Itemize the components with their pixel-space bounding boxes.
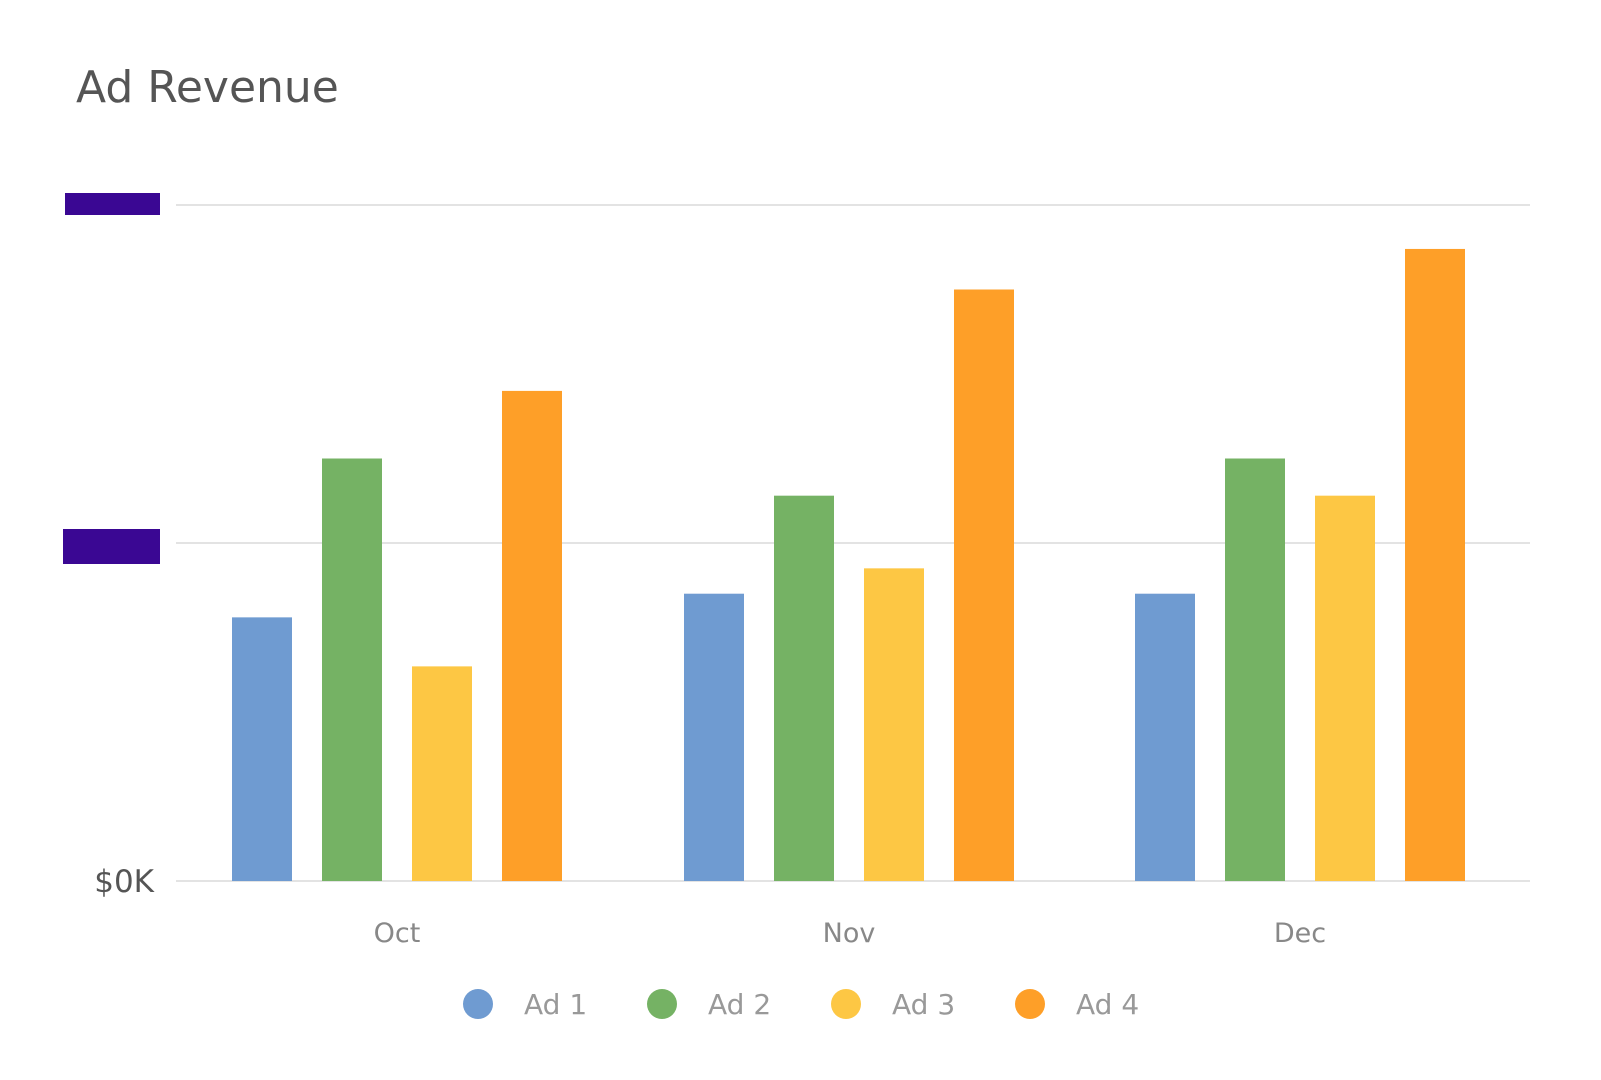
bar-ad-1-dec: [1135, 593, 1195, 881]
bar-ad-1-oct: [232, 617, 292, 881]
bar-ad-3-nov: [864, 568, 924, 881]
legend-label: Ad 4: [1076, 988, 1139, 1021]
legend-swatch: [647, 989, 677, 1019]
legend-swatch: [463, 989, 493, 1019]
bar-ad-3-dec: [1315, 495, 1375, 881]
bar-ad-4-dec: [1405, 248, 1465, 881]
bar-ad-4-oct: [502, 390, 562, 881]
y-axis-ticks: $0K: [94, 864, 154, 900]
legend-label: Ad 3: [892, 988, 955, 1021]
x-tick-label: Oct: [374, 918, 421, 949]
bar-ad-1-nov: [684, 593, 744, 881]
bar-ad-2-oct: [322, 458, 382, 881]
redaction-bar-middle: [63, 529, 160, 564]
y-tick-label: $0K: [94, 864, 154, 900]
legend-swatch: [1015, 989, 1045, 1019]
x-tick-label: Dec: [1274, 918, 1326, 949]
bars: [232, 248, 1465, 881]
redaction-bar-top: [65, 193, 160, 215]
x-axis-labels: Oct Nov Dec: [374, 918, 1326, 949]
legend-label: Ad 2: [708, 988, 771, 1021]
bar-ad-2-nov: [774, 495, 834, 881]
legend-label: Ad 1: [524, 988, 587, 1021]
redaction-marks: [63, 193, 160, 564]
chart-title: Ad Revenue: [76, 62, 339, 113]
bar-ad-4-nov: [954, 289, 1014, 881]
legend: Ad 1 Ad 2 Ad 3 Ad 4: [463, 988, 1139, 1021]
bar-ad-3-oct: [412, 666, 472, 881]
gridlines: [176, 204, 1530, 882]
bar-ad-2-dec: [1225, 458, 1285, 881]
x-tick-label: Nov: [823, 918, 876, 949]
legend-swatch: [831, 989, 861, 1019]
